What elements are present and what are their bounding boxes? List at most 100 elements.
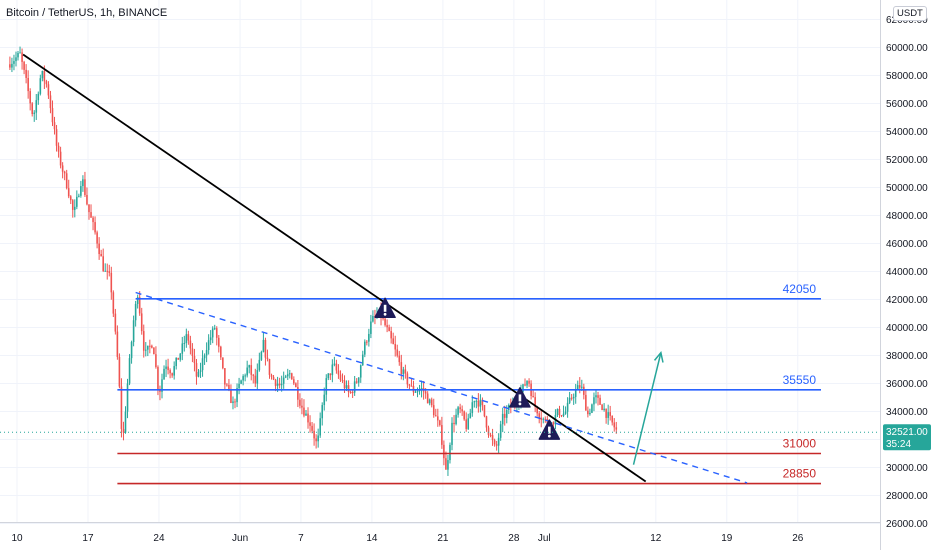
currency-badge[interactable]: USDT xyxy=(893,6,927,21)
candle-body xyxy=(175,357,177,367)
candle-body xyxy=(153,347,155,355)
candle-body xyxy=(321,405,324,419)
candle-body xyxy=(173,366,175,376)
candle-body xyxy=(177,357,180,360)
price-tick-label: 42000.00 xyxy=(886,295,928,306)
candle-body xyxy=(343,380,346,389)
candle-body xyxy=(134,303,137,321)
candle-body xyxy=(471,402,474,414)
candle-body xyxy=(142,331,145,351)
candle-body xyxy=(493,440,496,445)
price-tick-label: 48000.00 xyxy=(886,211,928,222)
candle-body xyxy=(39,78,42,94)
candle-body xyxy=(224,368,226,385)
candle-body xyxy=(80,186,82,196)
marker-dot xyxy=(518,402,522,406)
candle-body xyxy=(274,379,277,386)
candle-body xyxy=(185,334,188,343)
candle-body xyxy=(544,418,547,420)
candle-body xyxy=(181,343,184,354)
candle-body xyxy=(315,438,317,442)
candle-body xyxy=(568,397,571,403)
candle-body xyxy=(335,363,338,371)
candle-body xyxy=(90,212,92,218)
candle-body xyxy=(445,458,447,470)
candle-body xyxy=(94,222,96,233)
time-axis[interactable]: 10 17 24 Jun 7 14 21 28 Jul 12 19 26 xyxy=(0,522,880,545)
candle-body xyxy=(282,377,285,384)
level-label: 35550 xyxy=(783,373,817,387)
price-tick-label: 46000.00 xyxy=(886,239,928,250)
bar-countdown: 35:24 xyxy=(886,439,911,450)
candle-body xyxy=(57,145,60,152)
price-tick-label: 58000.00 xyxy=(886,71,928,82)
candle-body xyxy=(572,396,575,399)
price-tag-box xyxy=(883,424,931,451)
candle-body xyxy=(258,359,261,371)
candle-body xyxy=(404,369,407,374)
candle-body xyxy=(587,410,589,415)
candle-body xyxy=(248,365,251,368)
candle-body xyxy=(230,389,232,404)
candle-body xyxy=(441,425,443,445)
time-tick-label: 12 xyxy=(650,533,662,544)
time-tick-label: 7 xyxy=(298,533,304,544)
candle-body xyxy=(205,350,208,356)
candle-body xyxy=(585,394,587,411)
candle-body xyxy=(228,384,230,390)
candle-body xyxy=(536,406,538,414)
candle-body xyxy=(609,412,611,416)
candle-body xyxy=(63,171,66,174)
candle-body xyxy=(432,405,435,416)
time-tick-label: 10 xyxy=(11,533,23,544)
price-axis[interactable]: 26000.0028000.0030000.0032000.0034000.00… xyxy=(880,0,929,550)
price-tick-label: 54000.00 xyxy=(886,127,928,138)
candle-body xyxy=(217,337,220,347)
candle-body xyxy=(426,393,429,404)
price-tick-label: 30000.00 xyxy=(886,463,928,474)
candle-body xyxy=(96,232,98,244)
candle-body xyxy=(303,407,305,416)
candle-body xyxy=(252,374,255,376)
candle-body xyxy=(613,422,616,428)
candle-body xyxy=(532,395,534,398)
candle-body xyxy=(272,376,275,380)
candle-body xyxy=(400,362,403,375)
price-tick-label: 40000.00 xyxy=(886,323,928,334)
candle-body xyxy=(236,388,238,403)
time-tick-label: 14 xyxy=(366,533,378,544)
candle-body xyxy=(402,369,405,375)
candle-body xyxy=(455,414,457,425)
candle-body xyxy=(345,385,348,389)
candle-body xyxy=(33,112,36,115)
candle-body xyxy=(59,151,62,166)
candle-body xyxy=(473,401,476,403)
candle-body xyxy=(603,408,605,410)
candle-body xyxy=(593,397,595,405)
candle-body xyxy=(589,412,591,415)
candle-body xyxy=(250,365,253,375)
candle-body xyxy=(562,413,565,416)
candle-body xyxy=(439,420,441,426)
candle-body xyxy=(483,404,486,417)
candle-body xyxy=(98,243,100,255)
candle-body xyxy=(276,383,279,386)
candle-body xyxy=(382,317,384,319)
candle-body xyxy=(37,93,40,101)
candle-body xyxy=(299,399,301,406)
candle-body xyxy=(45,81,48,85)
price-tick-label: 36000.00 xyxy=(886,379,928,390)
candle-body xyxy=(560,415,563,417)
candle-body xyxy=(242,376,244,381)
candle-body xyxy=(414,391,417,393)
candle-body xyxy=(256,370,259,384)
candle-body xyxy=(108,271,111,273)
candle-body xyxy=(286,374,289,377)
candle-body xyxy=(359,365,362,378)
candle-body xyxy=(193,355,196,364)
candle-body xyxy=(11,63,13,68)
marker-bar xyxy=(383,304,387,312)
candle-body xyxy=(357,377,360,383)
